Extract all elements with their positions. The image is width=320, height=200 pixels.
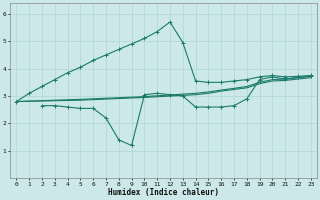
X-axis label: Humidex (Indice chaleur): Humidex (Indice chaleur)	[108, 188, 219, 197]
